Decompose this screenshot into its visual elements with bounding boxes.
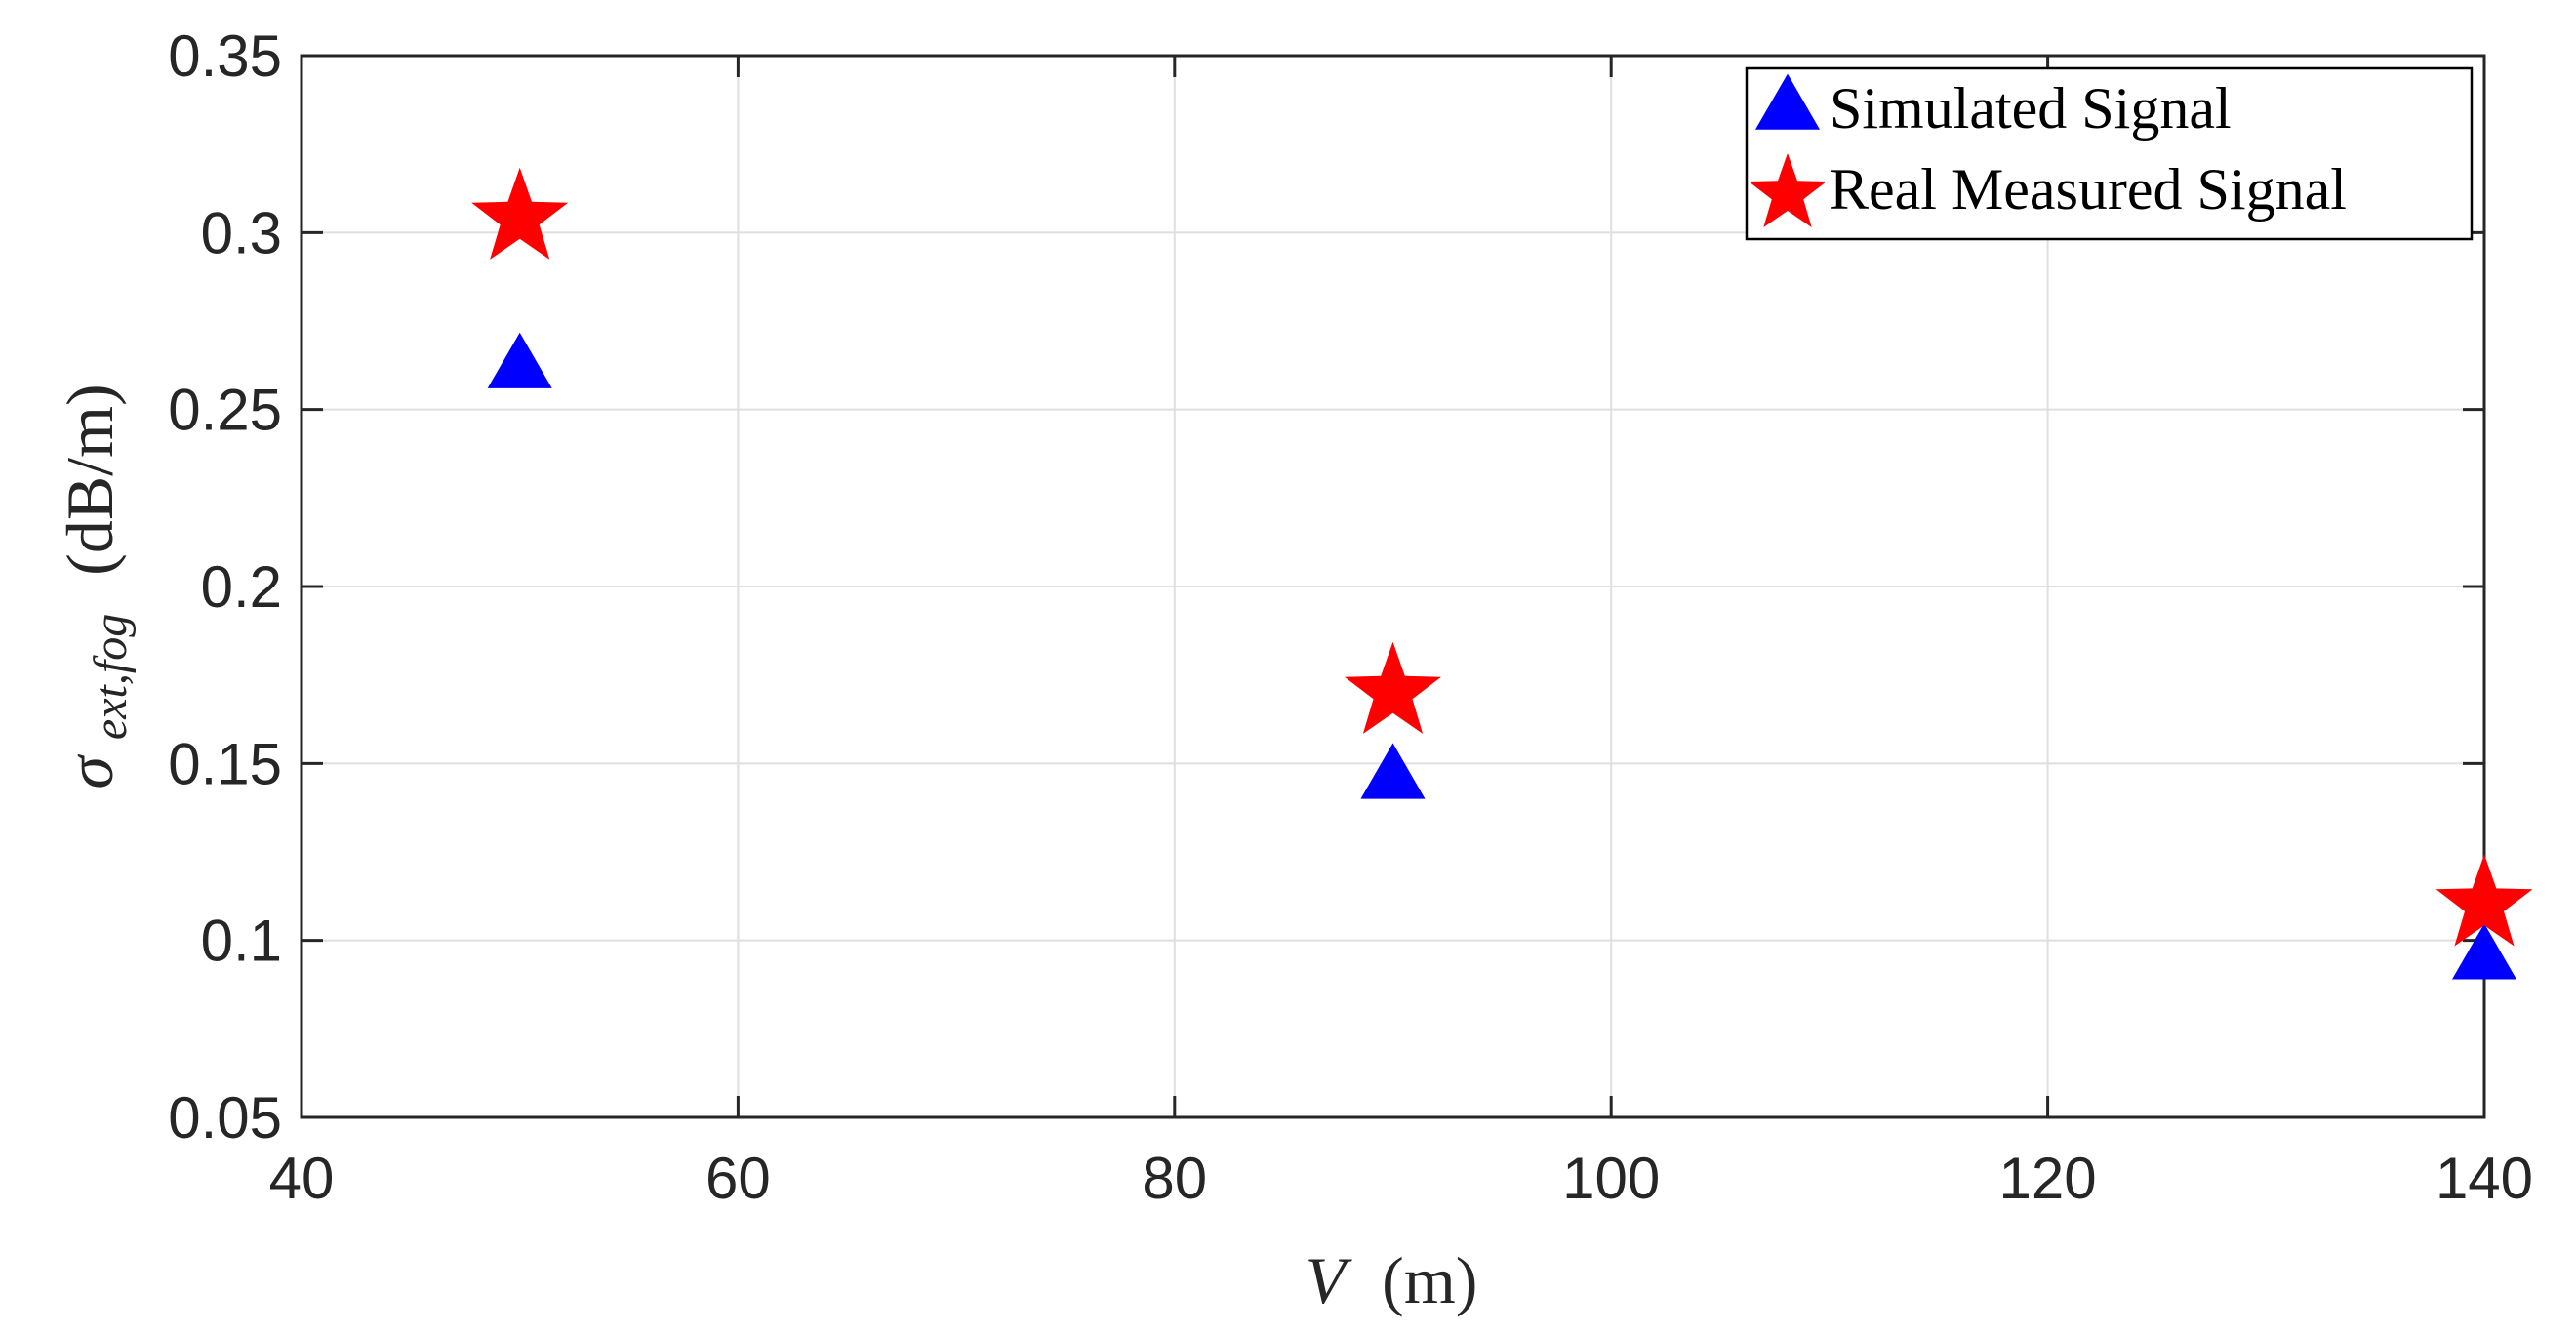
y-tick-label: 0.1 [201,909,282,974]
y-axis-subscript: ext,fog [85,614,137,740]
y-tick-label: 0.15 [168,731,282,796]
y-axis-symbol: σ [53,754,127,789]
measured-point [471,167,569,260]
x-axis-unit: (m) [1382,1243,1477,1317]
legend-marker-measured [1749,153,1827,227]
legend-marker-simulated [1755,73,1820,130]
y-axis-unit: (dB/m) [53,384,127,575]
y-tick-label: 0.25 [168,378,282,443]
y-axis-label: σ ext,fog (dB/m) [53,384,141,789]
y-tick-label: 0.3 [201,200,282,265]
x-tick-label: 140 [2435,1146,2533,1211]
legend-label-measured: Real Measured Signal [1830,157,2347,222]
measured-point [1345,641,1441,734]
y-tick-labels: 0.05 0.1 0.15 0.2 0.25 0.3 0.35 [168,23,282,1151]
legend-label-simulated: Simulated Signal [1830,76,2232,141]
x-tick-labels: 40 60 80 100 120 140 [269,1146,2533,1211]
y-tick-label: 0.2 [201,554,282,620]
legend-markers [1749,73,1827,227]
legend-box [1745,66,2474,241]
x-tick-label: 40 [269,1146,335,1211]
simulated-point [2452,923,2516,980]
x-axis-label: V (m) [1306,1243,1478,1317]
simulated-point [487,332,552,388]
y-tick-label: 0.05 [168,1085,282,1151]
x-tick-label: 120 [1999,1146,2097,1211]
x-tick-label: 60 [705,1146,771,1211]
simulated-point [1360,743,1426,799]
x-tick-label: 100 [1562,1146,1660,1211]
legend: Simulated Signal Real Measured Signal [1745,66,2474,241]
axes-box [300,54,2486,1119]
x-tick-label: 80 [1142,1146,1207,1211]
measured-point [2435,854,2533,947]
y-tick-label: 0.35 [168,23,282,89]
x-axis-variable: V [1306,1243,1353,1317]
data-marks [471,167,2533,980]
